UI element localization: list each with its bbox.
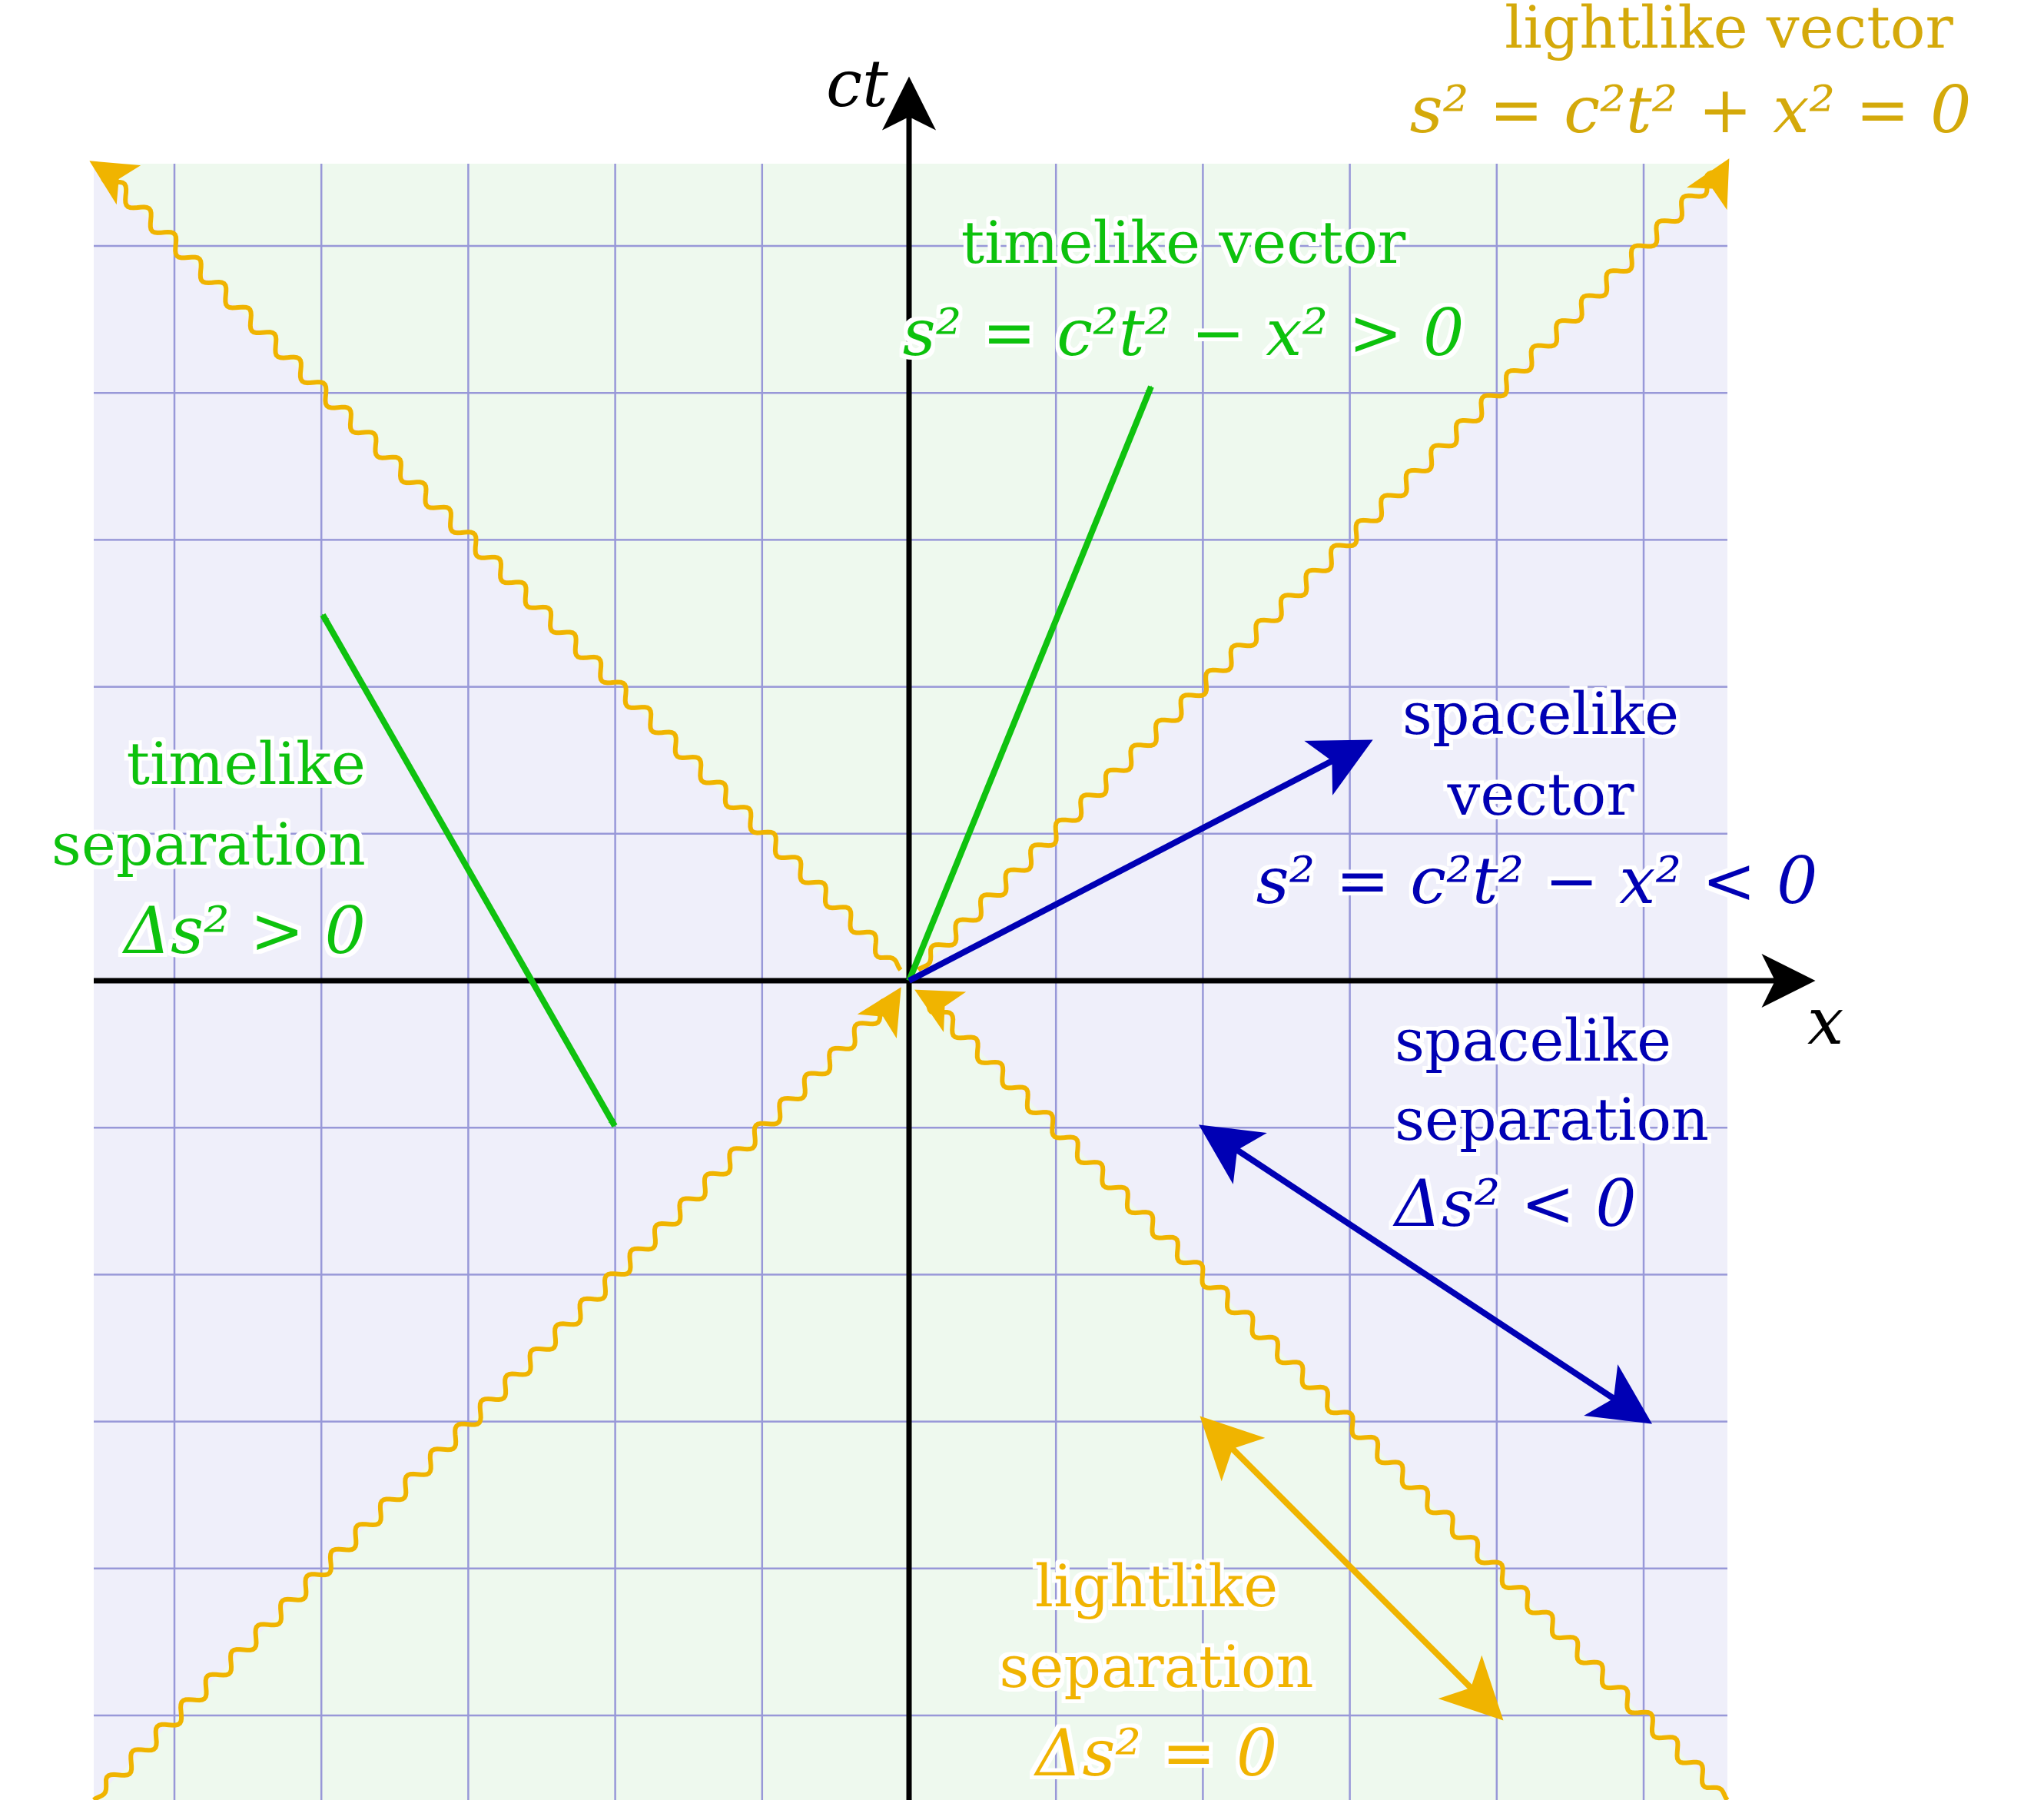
lightlike-separation-title: lightlike: [1035, 1552, 1278, 1620]
light-ray-future-right: [917, 158, 1730, 972]
spacelike-separation-arrow: [1198, 1124, 1653, 1424]
timelike-separation-formula: Δs² > 0: [121, 893, 366, 968]
lightlike-vector-title: lightlike vector: [1505, 0, 1953, 61]
vectors: [320, 385, 1653, 1721]
spacelike-vector-subtitle: vector: [1446, 760, 1634, 829]
lightlike-separation-label: lightlike separation Δs² = 0: [999, 1552, 1313, 1791]
spacelike-vector-label: spacelike vector s² = c²t² − x² < 0: [1256, 679, 1818, 918]
spacelike-separation-label: spacelike separation Δs² < 0: [1392, 1006, 1709, 1241]
light-ray-past-left: [92, 987, 901, 1800]
timelike-vector-arrow: [906, 385, 1154, 982]
spacelike-vector-title: spacelike: [1402, 679, 1679, 748]
timelike-separation-arrow: [320, 613, 618, 1127]
lightlike-separation-arrow: [1200, 1416, 1504, 1721]
timelike-vector-title: timelike vector: [961, 208, 1406, 277]
light-ray-future-left: [89, 161, 903, 971]
spacelike-separation-subtitle: separation: [1395, 1085, 1709, 1154]
timelike-separation-title: timelike: [126, 729, 366, 798]
timelike-vector-formula: s² = c²t² − x² > 0: [903, 295, 1465, 370]
timelike-separation-label: timelike separation Δs² > 0: [51, 729, 366, 968]
ct-axis-label: ct: [826, 46, 888, 121]
lightlike-vector-formula: s² = c²t² + x² = 0: [1410, 72, 1972, 148]
x-axis-label: x: [1807, 984, 1843, 1059]
spacelike-separation-formula: Δs² < 0: [1392, 1166, 1637, 1241]
lightlike-vector-label: lightlike vector s² = c²t² + x² = 0: [1410, 0, 1972, 148]
timelike-vector-label: timelike vector s² = c²t² − x² > 0: [903, 208, 1465, 370]
timelike-separation-subtitle: separation: [51, 810, 366, 878]
spacelike-vector-formula: s² = c²t² − x² < 0: [1256, 843, 1818, 918]
lightlike-separation-subtitle: separation: [999, 1632, 1313, 1701]
spacelike-separation-title: spacelike: [1395, 1006, 1671, 1074]
lightlike-separation-formula: Δs² = 0: [1034, 1715, 1278, 1791]
spacelike-vector-arrow: [908, 739, 1373, 984]
